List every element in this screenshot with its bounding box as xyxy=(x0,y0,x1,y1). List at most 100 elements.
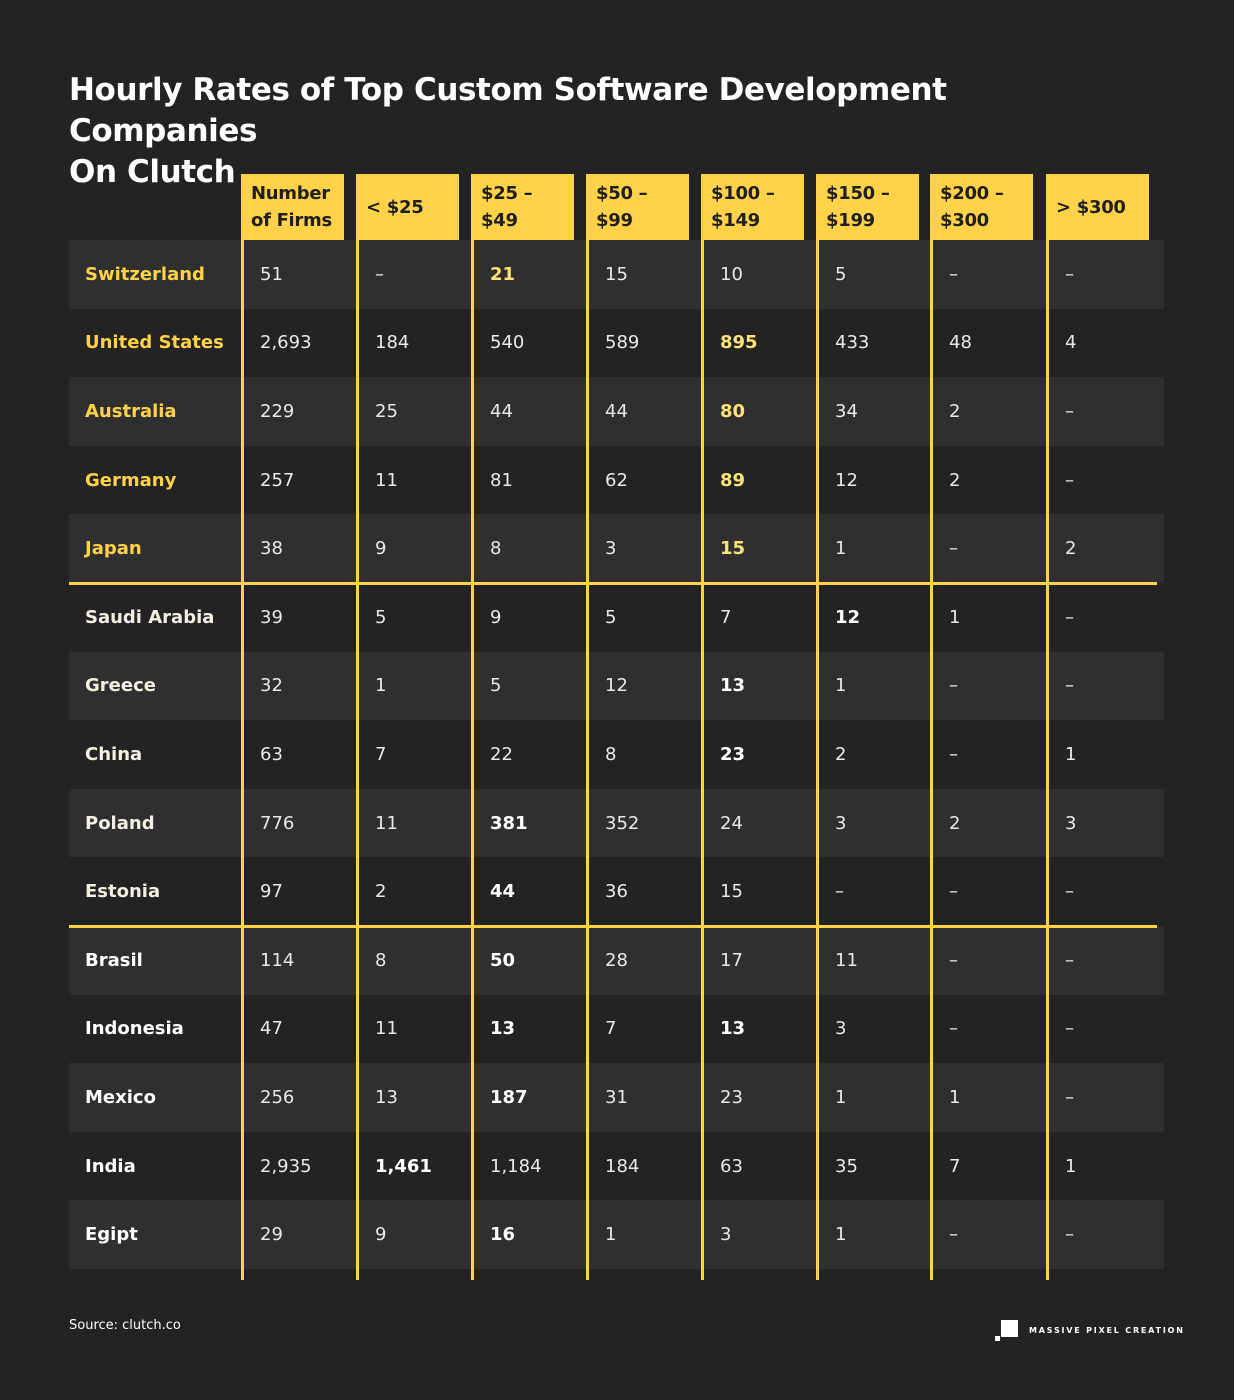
data-cell: 32 xyxy=(260,675,283,697)
data-cell: – xyxy=(949,743,958,765)
table-row xyxy=(69,788,1164,858)
country-label: United States xyxy=(85,332,224,354)
data-cell: – xyxy=(1065,1224,1074,1246)
page-title: Hourly Rates of Top Custom Software Deve… xyxy=(69,70,1129,193)
table-row xyxy=(69,1200,1164,1269)
data-cell: 22 xyxy=(490,743,513,765)
country-label: Saudi Arabia xyxy=(85,606,215,628)
country-label: China xyxy=(85,743,143,765)
column-header-label: $100 – $149 xyxy=(711,183,775,231)
data-cell: 13 xyxy=(720,1018,746,1040)
data-cell: 11 xyxy=(375,1018,398,1040)
data-cell: – xyxy=(1065,400,1074,422)
data-cell: 8 xyxy=(375,949,387,971)
data-cell: 81 xyxy=(490,469,513,491)
data-cell: – xyxy=(949,1018,958,1040)
data-cell: 44 xyxy=(605,400,628,422)
data-cell: 184 xyxy=(375,332,410,354)
data-cell: 80 xyxy=(720,400,746,422)
data-cell: 1 xyxy=(605,1224,617,1246)
column-header: < $25 xyxy=(356,174,459,240)
data-cell: 11 xyxy=(375,469,398,491)
data-cell: 381 xyxy=(490,812,528,834)
data-cell: 540 xyxy=(490,332,525,354)
data-cell: 776 xyxy=(260,812,295,834)
data-cell: 2,935 xyxy=(260,1155,312,1177)
data-cell: 895 xyxy=(720,332,758,354)
country-label: Germany xyxy=(85,469,177,491)
data-cell: 35 xyxy=(835,1155,858,1177)
country-label: Brasil xyxy=(85,949,143,971)
data-cell: – xyxy=(949,263,958,285)
data-cell: 7 xyxy=(949,1155,961,1177)
data-cell: 1,461 xyxy=(375,1155,432,1177)
column-header-label: < $25 xyxy=(366,196,424,218)
data-cell: – xyxy=(835,881,844,903)
country-label: Poland xyxy=(85,812,155,834)
data-cell: 21 xyxy=(490,263,516,285)
data-cell: 4 xyxy=(1065,332,1077,354)
data-cell: 1 xyxy=(1065,1155,1077,1177)
country-label: Switzerland xyxy=(85,263,205,285)
data-cell: 9 xyxy=(490,606,502,628)
data-cell: 12 xyxy=(835,606,861,628)
data-cell: 589 xyxy=(605,332,640,354)
column-header: $150 – $199 xyxy=(816,174,919,240)
column-header-label: $200 – $300 xyxy=(940,183,1004,231)
column-header-label: $150 – $199 xyxy=(826,183,890,231)
data-cell: 1 xyxy=(835,1086,847,1108)
data-cell: 11 xyxy=(835,949,858,971)
column-header: $25 – $49 xyxy=(471,174,574,240)
data-cell: 3 xyxy=(605,538,617,560)
data-cell: 13 xyxy=(490,1018,516,1040)
data-cell: 15 xyxy=(720,881,743,903)
data-cell: 1 xyxy=(835,675,847,697)
data-cell: 17 xyxy=(720,949,743,971)
data-cell: 39 xyxy=(260,606,283,628)
country-label: Estonia xyxy=(85,881,161,903)
column-divider xyxy=(356,174,359,1280)
country-label: Greece xyxy=(85,675,156,697)
group-divider xyxy=(69,924,1157,928)
data-cell: 3 xyxy=(835,1018,847,1040)
data-cell: 229 xyxy=(260,400,295,422)
column-divider xyxy=(930,174,933,1280)
data-cell: 1 xyxy=(949,606,961,628)
data-cell: 2 xyxy=(949,400,961,422)
data-cell: 5 xyxy=(835,263,847,285)
data-cell: 433 xyxy=(835,332,870,354)
column-header: $100 – $149 xyxy=(701,174,804,240)
country-label: Egipt xyxy=(85,1224,138,1246)
data-cell: 28 xyxy=(605,949,628,971)
data-cell: 1 xyxy=(835,538,847,560)
data-cell: – xyxy=(1065,469,1074,491)
data-cell: – xyxy=(949,538,958,560)
column-header: $50 – $99 xyxy=(586,174,689,240)
data-cell: 36 xyxy=(605,881,628,903)
data-cell: 89 xyxy=(720,469,746,491)
column-divider xyxy=(241,174,244,1280)
data-cell: 3 xyxy=(835,812,847,834)
data-cell: 8 xyxy=(605,743,617,765)
data-cell: 44 xyxy=(490,400,513,422)
column-header-label: > $300 xyxy=(1056,196,1126,218)
data-cell: 47 xyxy=(260,1018,283,1040)
data-cell: 1 xyxy=(375,675,387,697)
data-cell: 25 xyxy=(375,400,398,422)
data-cell: 13 xyxy=(375,1086,398,1108)
data-cell: 3 xyxy=(1065,812,1077,834)
country-label: Indonesia xyxy=(85,1018,184,1040)
data-cell: – xyxy=(1065,263,1074,285)
table-row xyxy=(69,1063,1164,1132)
table-row xyxy=(69,240,1164,309)
data-cell: 63 xyxy=(720,1155,743,1177)
column-divider xyxy=(701,174,704,1280)
data-cell: 38 xyxy=(260,538,283,560)
column-header-label: $50 – $99 xyxy=(596,183,648,231)
country-label: India xyxy=(85,1155,136,1177)
table-row xyxy=(69,651,1164,721)
data-cell: 2,693 xyxy=(260,332,312,354)
data-cell: 5 xyxy=(490,675,502,697)
data-cell: – xyxy=(1065,881,1074,903)
brand-name: MASSIVE PIXEL CREATION xyxy=(1029,1325,1185,1335)
